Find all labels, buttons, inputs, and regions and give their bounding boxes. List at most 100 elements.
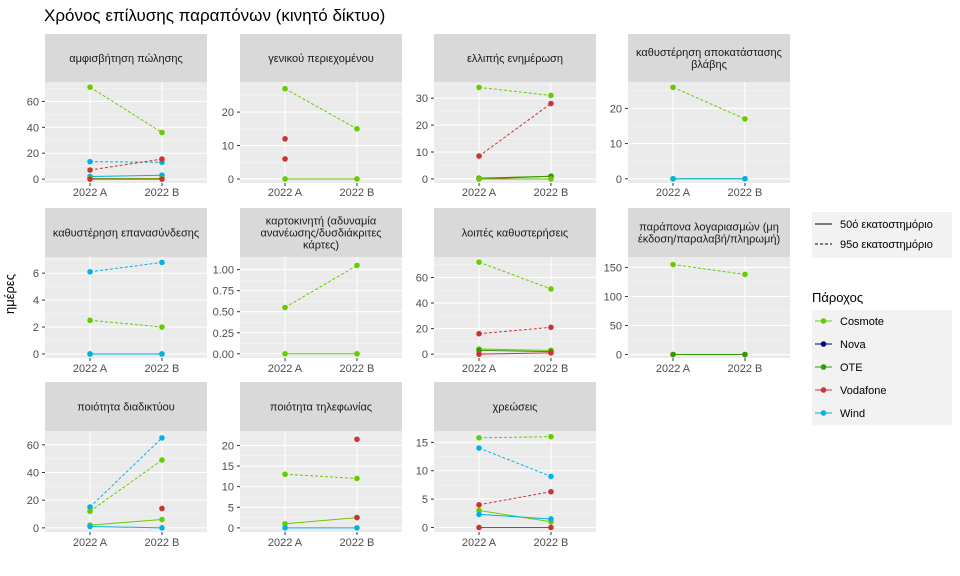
data-point-vodafone	[87, 167, 93, 173]
y-tick-label: 0.25	[213, 328, 234, 340]
data-point-wind	[548, 516, 554, 522]
series-line-cosmote-p95	[89, 319, 163, 328]
legend-key-point	[820, 318, 827, 324]
data-point-cosmote	[354, 126, 360, 132]
legend-provider-label: OTE	[840, 362, 863, 374]
facet-strip	[45, 208, 207, 257]
facet-title: καρτοκινητή (αδυναμία ανανέωσης/δυσδιάκρι…	[260, 216, 381, 252]
y-tick-label: 0	[33, 349, 39, 361]
facet-title: καθυστέρηση επανασύνδεσης	[53, 228, 199, 240]
x-tick-label: 2022 B	[145, 187, 180, 199]
data-point-vodafone	[159, 156, 165, 162]
series-line-wind-p95	[478, 447, 552, 477]
x-tick-label: 2022 A	[462, 537, 497, 549]
legend-providers-bg	[812, 310, 952, 425]
data-point-vodafone	[159, 176, 165, 182]
y-tick-label: 150	[604, 262, 622, 274]
x-tick-label: 2022 A	[268, 363, 303, 375]
facet-strip	[628, 208, 790, 257]
x-tick-label: 2022 B	[534, 363, 569, 375]
y-tick-label: 60	[27, 440, 39, 452]
series-line-vodafone-p95	[478, 326, 552, 335]
data-point-vodafone	[548, 100, 554, 107]
facet-panel: 0 5 10 15 2022 A 2022 B χρεώσεις	[416, 382, 596, 549]
y-tick-label: 10	[610, 139, 622, 151]
series-line-cosmote-p95	[284, 88, 358, 130]
data-point-cosmote	[476, 259, 482, 265]
y-tick-label: 50	[610, 320, 622, 332]
facet-panel: 0.00 0.25 0.50 0.75 1.00 2022 A 2022 B καρτοκιν…	[213, 208, 402, 375]
y-tick-label: 1.00	[213, 265, 234, 277]
facet-title-line: έκδοση/παραλαβή/πληρωμή)	[638, 234, 780, 246]
data-point-vodafone	[87, 176, 93, 182]
series-line-ote-p50	[479, 175, 551, 179]
data-point-wind	[87, 269, 93, 275]
data-point-cosmote	[742, 271, 748, 278]
legend-key-point	[820, 364, 827, 370]
y-tick-label: 30	[416, 93, 428, 105]
legend-key-point	[820, 341, 827, 347]
y-tick-label: 0	[422, 522, 428, 534]
series-line-wind-p50	[479, 513, 551, 520]
data-point-wind	[159, 435, 165, 441]
data-point-vodafone	[159, 505, 165, 512]
y-tick-label: 10	[222, 482, 234, 494]
series-line-cosmote-p95	[89, 86, 163, 133]
facet-panel-bg	[628, 82, 790, 183]
x-tick-label: 2022 A	[268, 537, 303, 549]
legend-provider-label: Vodafone	[840, 385, 887, 397]
x-tick-label: 2022 B	[340, 363, 375, 375]
x-tick-label: 2022 A	[462, 187, 497, 199]
data-point-vodafone	[476, 330, 482, 337]
facet-title-line: καρτοκινητή (αδυναμία	[266, 216, 377, 228]
data-point-cosmote	[282, 85, 288, 92]
data-point-cosmote	[354, 176, 360, 182]
data-point-wind	[87, 351, 93, 357]
facet-panel-bg	[45, 431, 207, 532]
data-point-vodafone	[354, 514, 360, 521]
series-line-vodafone-p95	[478, 491, 552, 506]
data-point-cosmote	[548, 433, 554, 440]
facet-panel-bg	[434, 82, 596, 183]
y-tick-label: 20	[610, 103, 622, 115]
y-tick-label: 5	[228, 502, 234, 514]
chart-title: Χρόνος επίλυσης παραπόνων (κινητό δίκτυο…	[44, 6, 386, 25]
data-point-wind	[476, 511, 482, 518]
data-point-ote	[670, 351, 676, 358]
data-point-vodafone	[476, 351, 482, 357]
x-tick-label: 2022 B	[145, 363, 180, 375]
facet-title: καθυστέρηση αποκατάστασης βλάβης	[636, 47, 782, 71]
data-point-wind	[354, 525, 360, 531]
y-axis-label: ημέρες	[2, 274, 17, 314]
y-tick-label: 60	[27, 96, 39, 108]
legend-providers-title: Πάροχος	[812, 290, 863, 305]
x-tick-label: 2022 B	[534, 187, 569, 199]
facet-title-line: ανανέωσης/δυσδιάκριτες	[260, 228, 381, 240]
series-line-wind-p50	[90, 525, 162, 529]
y-tick-label: 10	[416, 147, 428, 159]
facet-panel: 0 20 40 60 2022 A 2022 B λοιπές καθυστερήσεις	[416, 208, 596, 375]
facet-panel: 0 10 20 30 2022 A 2022 B ελλιπής ενημέρωση	[416, 34, 596, 199]
facet-panel-bg	[240, 431, 402, 532]
legend-provider-label: Cosmote	[840, 316, 884, 328]
y-tick-label: 0.00	[213, 349, 234, 361]
facet-title: λοιπές καθυστερήσεις	[462, 228, 568, 240]
facet-panel: 0 10 20 2022 A 2022 B καθυστέρηση αποκατάστασ…	[610, 34, 790, 199]
series-line-cosmote-p95	[672, 264, 746, 275]
x-tick-label: 2022 B	[728, 187, 763, 199]
data-point-ote	[742, 351, 748, 358]
y-tick-label: 2	[33, 322, 39, 334]
x-tick-label: 2022 A	[656, 363, 691, 375]
data-point-vodafone	[476, 501, 482, 508]
legend-linetype-label: 50ό εκατοστημόριο	[840, 219, 933, 231]
legend-key-point	[820, 410, 827, 416]
y-tick-label: 10	[222, 141, 234, 153]
data-point-wind	[670, 175, 676, 182]
y-tick-label: 15	[222, 461, 234, 473]
data-point-cosmote	[282, 471, 288, 478]
series-line-ote-p50	[479, 349, 551, 353]
facet-title-line: παράπονα λογαριασμών (μη	[639, 222, 779, 234]
y-tick-label: 0	[33, 174, 39, 186]
data-point-wind	[159, 525, 165, 531]
